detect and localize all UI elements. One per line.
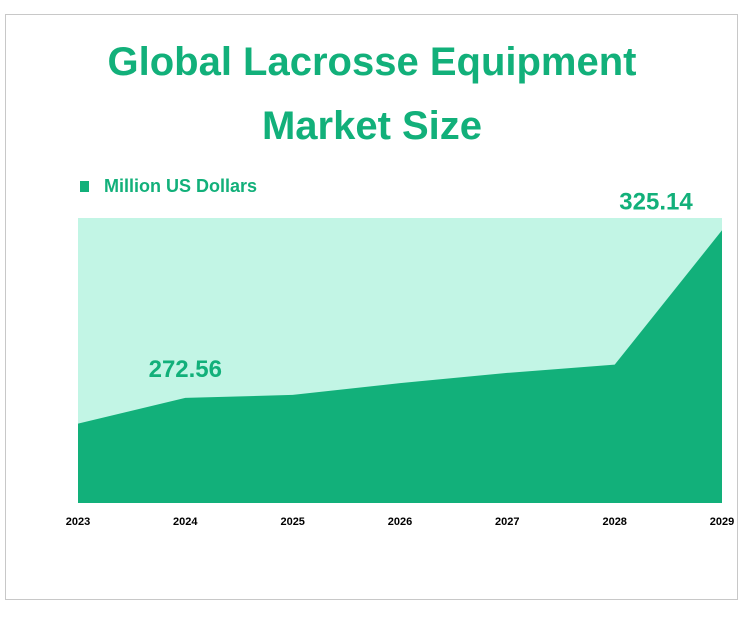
chart-title-line-1: Global Lacrosse Equipment xyxy=(107,40,637,84)
data-label-2024: 272.56 xyxy=(149,356,222,383)
x-tick-label-2028: 2028 xyxy=(602,516,626,528)
x-tick-label-2029: 2029 xyxy=(710,516,734,528)
legend: Million US Dollars xyxy=(80,176,257,197)
x-tick-label-2026: 2026 xyxy=(388,516,412,528)
x-tick-label-2023: 2023 xyxy=(66,516,90,528)
legend-label: Million US Dollars xyxy=(104,176,258,196)
data-label-2029: 325.14 xyxy=(619,188,693,215)
legend-swatch xyxy=(80,181,89,192)
x-tick-label-2027: 2027 xyxy=(495,516,519,528)
chart-title-line-2: Market Size xyxy=(261,104,483,148)
x-tick-label-2024: 2024 xyxy=(173,516,198,528)
x-tick-label-2025: 2025 xyxy=(280,516,304,528)
series-area-million-us-dollars xyxy=(78,230,722,504)
